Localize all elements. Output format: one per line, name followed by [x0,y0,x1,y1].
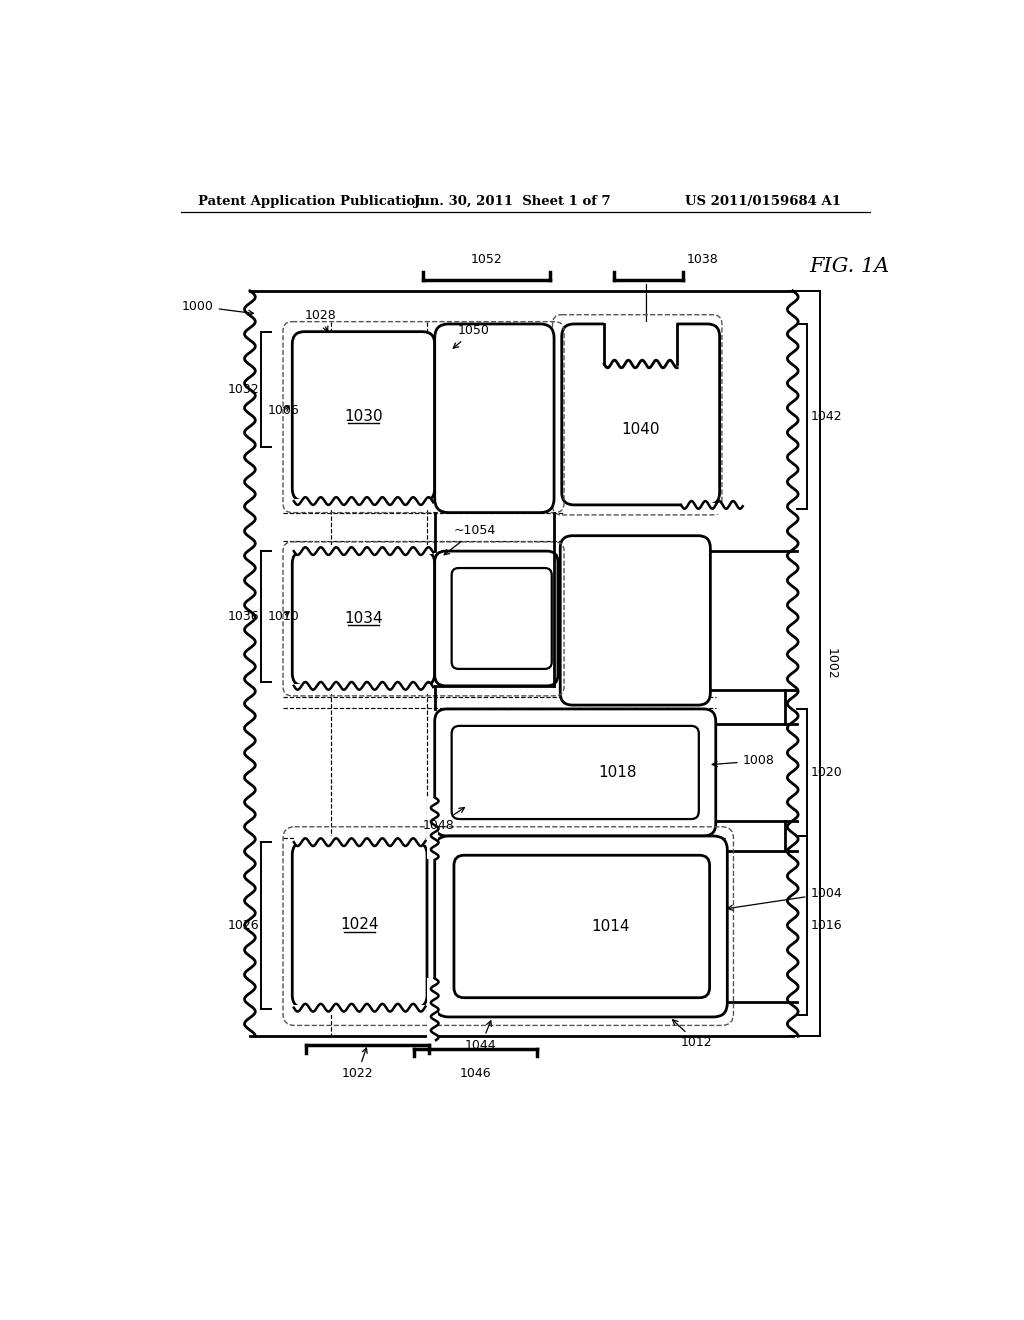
Text: 1004: 1004 [728,887,842,911]
Text: 1002: 1002 [824,648,838,680]
FancyBboxPatch shape [435,709,716,836]
Text: 1040: 1040 [622,422,659,437]
Polygon shape [604,322,677,364]
Text: 1042: 1042 [810,409,842,422]
Polygon shape [427,797,438,859]
Polygon shape [294,1006,425,1015]
Text: 1014: 1014 [591,919,630,935]
Text: 1008: 1008 [713,755,774,767]
FancyBboxPatch shape [292,842,427,1007]
Text: 1026: 1026 [227,919,259,932]
FancyBboxPatch shape [562,323,720,506]
Text: 1028: 1028 [304,309,336,331]
Text: 1020: 1020 [810,766,842,779]
Polygon shape [427,978,438,1040]
Text: 1006: 1006 [267,404,299,417]
Text: 1038: 1038 [686,253,718,267]
Text: 1000: 1000 [182,300,254,315]
Text: 1032: 1032 [227,383,259,396]
Text: 1012: 1012 [673,1020,713,1049]
Polygon shape [294,499,433,508]
Text: 1050: 1050 [454,323,489,348]
Text: 1016: 1016 [810,919,842,932]
Text: 1048: 1048 [422,808,464,832]
FancyBboxPatch shape [452,726,698,818]
Text: 1036: 1036 [227,610,259,623]
Text: 1046: 1046 [460,1067,492,1080]
Text: 1052: 1052 [471,253,503,267]
FancyBboxPatch shape [435,836,727,1016]
FancyBboxPatch shape [292,331,435,502]
Text: Patent Application Publication: Patent Application Publication [199,195,425,209]
Text: 1030: 1030 [344,409,383,424]
Polygon shape [681,503,742,515]
Text: FIG. 1A: FIG. 1A [810,256,890,276]
Text: 1034: 1034 [344,611,383,626]
Text: 1044: 1044 [465,1020,497,1052]
Text: 1022: 1022 [342,1048,374,1080]
Text: 1024: 1024 [340,917,379,932]
Text: US 2011/0159684 A1: US 2011/0159684 A1 [685,195,841,209]
FancyBboxPatch shape [452,568,552,669]
Text: Jun. 30, 2011  Sheet 1 of 7: Jun. 30, 2011 Sheet 1 of 7 [414,195,610,209]
FancyBboxPatch shape [435,552,558,686]
FancyBboxPatch shape [454,855,710,998]
Polygon shape [294,684,433,693]
FancyBboxPatch shape [560,536,711,705]
Polygon shape [294,545,433,554]
FancyBboxPatch shape [435,323,554,512]
Text: 1018: 1018 [598,766,637,780]
Polygon shape [294,836,425,845]
Text: 1010: 1010 [267,610,299,623]
Text: ~1054: ~1054 [444,524,497,554]
FancyBboxPatch shape [292,552,435,686]
Polygon shape [604,363,677,370]
